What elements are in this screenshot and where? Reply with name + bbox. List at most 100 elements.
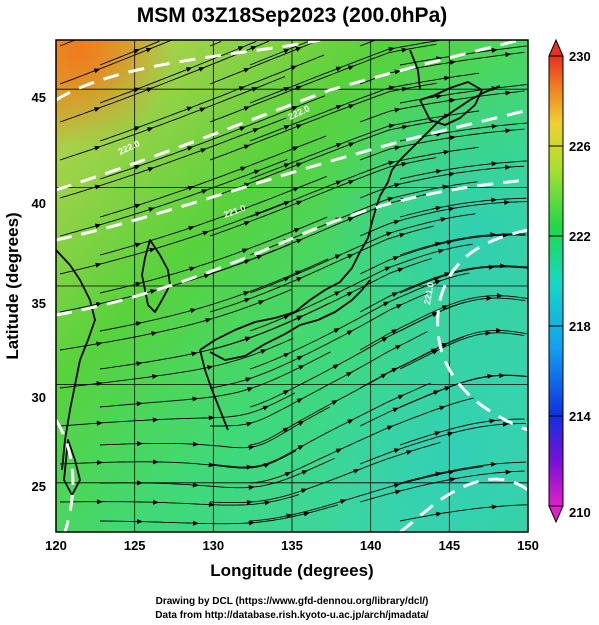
streamline-arrowhead [449,97,457,103]
coastline-taiwan [63,439,81,496]
streamline-arrowhead [201,189,208,194]
streamline-arrowhead [283,315,290,320]
streamline-arrowhead [248,445,255,451]
x-tick-label: 125 [124,538,146,553]
streamline-arrowhead [435,169,443,174]
streamline-arrowhead [136,441,143,447]
colorbar-label: 218 [569,319,591,334]
streamline-arrowhead [443,149,450,155]
streamline [59,40,76,47]
contour-line [399,477,528,532]
streamline-arrowhead [244,297,251,303]
y-axis: 25 30 35 40 45 [32,90,46,494]
streamline [399,266,528,294]
streamline-arrowhead [244,336,252,342]
streamline-arrowhead [393,219,401,225]
streamline-arrowhead [282,427,289,433]
streamline-arrowhead [491,161,498,167]
streamline-arrowhead [345,371,353,377]
streamline-arrowhead [296,315,304,321]
streamline-arrowhead [150,289,157,294]
streamline-arrowhead [448,206,455,212]
y-tick-label: 45 [32,90,46,105]
streamline-arrowhead [136,361,143,367]
streamline-arrowhead [252,128,260,133]
streamline-arrowhead [295,124,303,130]
streamline [399,461,526,484]
streamline-arrowhead [93,68,101,74]
streamline-arrowhead [442,184,449,190]
streamline-arrowhead [348,179,355,185]
streamline-arrowhead [205,318,212,323]
streamline-arrowhead [505,90,512,96]
streamline-arrowhead [203,273,211,279]
streamline-arrowhead [245,377,252,383]
streamline-arrowhead [401,161,408,167]
streamline-arrowhead [505,52,512,58]
streamline-arrowhead [192,441,199,447]
plot-area: 222.0 222.0 221.0 221.0 [56,40,528,532]
contour-line [56,419,75,532]
streamline-arrowhead [286,513,293,519]
streamline-arrowhead [284,472,292,477]
streamline-arrowhead [136,401,143,407]
contour-label: 221.0 [422,281,436,305]
streamline-arrowhead [401,124,409,130]
streamline-arrowhead [386,425,394,431]
streamline-arrowhead [200,148,207,153]
streamline-arrowhead [394,182,401,188]
streamline-arrowhead [499,373,506,379]
streamline-arrowhead [335,66,343,72]
streamline-arrowhead [96,341,103,347]
streamlines [59,40,528,526]
streamline-arrowhead [399,232,406,238]
streamline-arrowhead [192,482,199,488]
streamline-arrowhead [489,418,496,424]
streamline-arrowhead [149,247,156,253]
streamline [209,40,222,47]
streamline-arrowhead [96,420,103,426]
streamline-arrowhead [283,163,291,169]
streamline-arrowhead [97,499,103,505]
streamline-arrowhead [449,171,456,177]
x-tick-label: 150 [517,538,539,553]
coastline-sakhalin [409,49,421,91]
streamline [99,40,257,104]
streamline-arrowhead [134,126,141,131]
streamline-arrowhead [134,164,141,170]
streamline-arrowhead [239,126,246,132]
streamline [99,40,160,66]
y-axis-title: Latitude (degrees) [3,212,22,359]
streamline [59,40,172,85]
streamline-arrowhead [491,123,498,129]
streamline-arrowhead [146,87,153,93]
streamline-arrowhead [260,349,267,355]
streamline-arrowhead [246,387,254,392]
streamline-arrowhead [95,302,103,307]
streamline-arrowhead [347,419,354,425]
streamline-arrowhead [136,519,143,525]
streamline-arrowhead [95,262,102,268]
streamline-arrowhead [434,431,441,436]
streamline-arrowhead [499,263,506,269]
streamline-arrowhead [295,162,303,168]
streamline-arrowhead [391,292,399,298]
streamline-arrowhead [208,415,215,421]
contour-line [56,108,528,242]
streamline-arrowhead [187,185,195,191]
streamline [359,40,376,47]
colorbar-label: 226 [569,139,591,154]
streamline-arrowhead [297,420,305,427]
contour-line [436,228,528,432]
streamline-arrowhead [335,448,343,454]
contour-line [56,40,521,192]
streamline-arrowhead [436,94,443,100]
streamline-arrowhead [152,499,159,505]
streamline-arrowhead [297,445,305,451]
streamline-arrowhead [502,232,509,238]
streamline [359,375,527,427]
streamline-arrowhead [449,59,457,65]
streamline-arrowhead [394,489,402,495]
colorbar-label: 214 [569,409,591,424]
